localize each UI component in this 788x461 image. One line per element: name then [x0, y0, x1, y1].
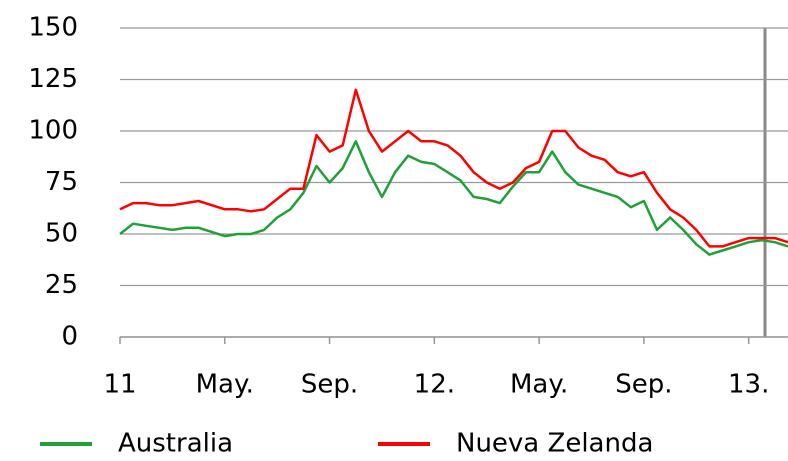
y-tick-label: 25 — [45, 270, 78, 300]
x-tick-label: May. — [510, 370, 568, 400]
x-tick-label: May. — [196, 370, 254, 400]
x-tick-label: 12. — [414, 370, 455, 400]
x-tick-label: 11 — [103, 370, 136, 400]
legend-label: Australia — [118, 429, 233, 459]
line — [119, 140, 788, 256]
legend-label: Nueva Zelanda — [456, 429, 653, 459]
x-tick-label: Sep. — [301, 370, 358, 400]
x-tick-label: 13. — [728, 370, 769, 400]
y-tick-label: 100 — [28, 116, 78, 146]
x-tick-label: Sep. — [615, 370, 672, 400]
y-tick-label: 125 — [28, 64, 78, 94]
line — [119, 88, 788, 248]
y-tick-label: 50 — [45, 219, 78, 249]
y-tick-label: 150 — [28, 13, 78, 43]
y-tick-label: 75 — [45, 167, 78, 197]
y-tick-label: 0 — [61, 322, 78, 352]
